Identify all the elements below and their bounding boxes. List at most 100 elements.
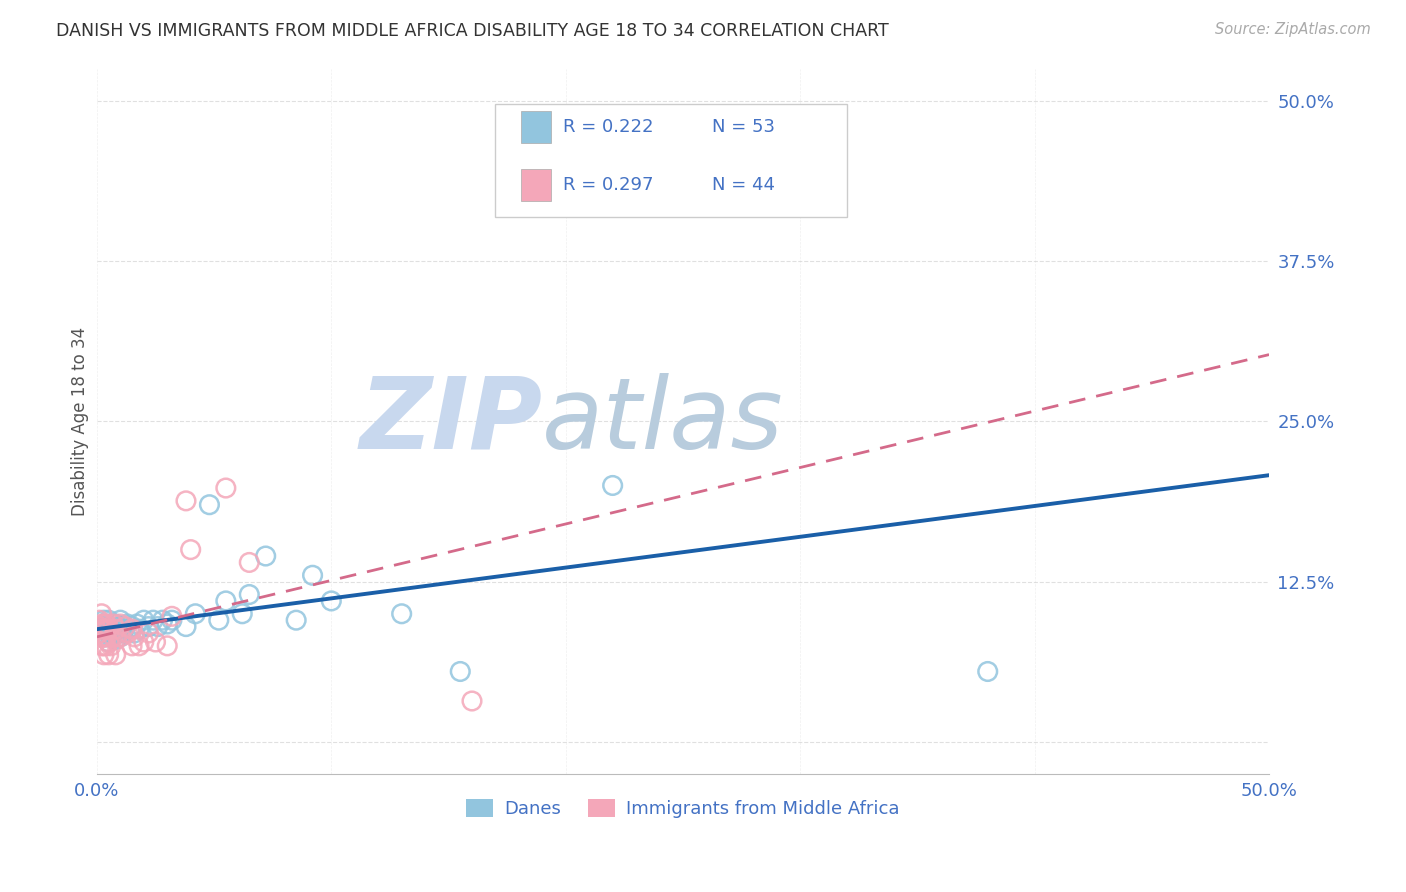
Text: atlas: atlas bbox=[543, 373, 785, 470]
Point bbox=[285, 613, 308, 627]
Point bbox=[100, 619, 122, 633]
Point bbox=[125, 617, 148, 632]
Point bbox=[254, 549, 277, 563]
Point bbox=[90, 617, 112, 632]
Point bbox=[93, 617, 115, 632]
Point bbox=[128, 622, 150, 636]
Point bbox=[104, 617, 127, 632]
Point bbox=[117, 617, 139, 632]
Point bbox=[238, 587, 260, 601]
Point bbox=[124, 630, 146, 644]
Point bbox=[90, 626, 112, 640]
Point bbox=[977, 665, 1000, 679]
Point bbox=[208, 613, 231, 627]
Point bbox=[93, 619, 115, 633]
Point bbox=[90, 607, 112, 621]
Point bbox=[93, 639, 115, 653]
Point bbox=[100, 639, 122, 653]
Point bbox=[146, 619, 169, 633]
Text: N = 53: N = 53 bbox=[713, 118, 775, 136]
Point bbox=[215, 594, 238, 608]
Point bbox=[114, 619, 136, 633]
Point bbox=[138, 626, 160, 640]
Point bbox=[96, 617, 118, 632]
Point bbox=[90, 639, 112, 653]
Point bbox=[449, 665, 471, 679]
Point bbox=[96, 622, 118, 636]
Point bbox=[124, 626, 146, 640]
Text: R = 0.222: R = 0.222 bbox=[564, 118, 654, 136]
Point bbox=[215, 481, 238, 495]
Point bbox=[121, 639, 143, 653]
Point bbox=[142, 613, 165, 627]
Point bbox=[96, 630, 118, 644]
Point bbox=[180, 542, 202, 557]
Point bbox=[93, 613, 115, 627]
Point bbox=[174, 494, 197, 508]
Legend: Danes, Immigrants from Middle Africa: Danes, Immigrants from Middle Africa bbox=[460, 791, 907, 825]
Bar bbox=[522, 169, 551, 202]
Point bbox=[97, 622, 120, 636]
Point bbox=[160, 609, 183, 624]
Point bbox=[145, 635, 167, 649]
Point bbox=[97, 613, 120, 627]
Point bbox=[156, 617, 179, 632]
Text: N = 44: N = 44 bbox=[713, 177, 775, 194]
Point bbox=[121, 619, 143, 633]
Y-axis label: Disability Age 18 to 34: Disability Age 18 to 34 bbox=[72, 326, 89, 516]
Point bbox=[104, 622, 127, 636]
Point bbox=[107, 619, 129, 633]
Point bbox=[103, 630, 125, 644]
Point bbox=[121, 622, 143, 636]
Point bbox=[174, 619, 197, 633]
Point bbox=[238, 556, 260, 570]
Point bbox=[160, 613, 183, 627]
Point bbox=[97, 635, 120, 649]
Point bbox=[100, 622, 122, 636]
Point bbox=[103, 617, 125, 632]
Point bbox=[104, 648, 127, 662]
Point bbox=[301, 568, 323, 582]
Point bbox=[184, 607, 207, 621]
FancyBboxPatch shape bbox=[495, 103, 846, 217]
Point bbox=[96, 622, 118, 636]
Point bbox=[89, 619, 111, 633]
Point bbox=[391, 607, 413, 621]
Point bbox=[96, 630, 118, 644]
Point bbox=[117, 626, 139, 640]
Point bbox=[97, 626, 120, 640]
Point bbox=[97, 648, 120, 662]
Point bbox=[93, 622, 115, 636]
Point bbox=[89, 613, 111, 627]
Point bbox=[97, 619, 120, 633]
Point bbox=[93, 630, 115, 644]
Point bbox=[138, 619, 160, 633]
Point bbox=[132, 613, 155, 627]
Text: Source: ZipAtlas.com: Source: ZipAtlas.com bbox=[1215, 22, 1371, 37]
Point bbox=[461, 694, 484, 708]
Point bbox=[103, 626, 125, 640]
Text: DANISH VS IMMIGRANTS FROM MIDDLE AFRICA DISABILITY AGE 18 TO 34 CORRELATION CHAR: DANISH VS IMMIGRANTS FROM MIDDLE AFRICA … bbox=[56, 22, 889, 40]
Point bbox=[110, 630, 132, 644]
Point bbox=[132, 635, 155, 649]
Point bbox=[321, 594, 343, 608]
Text: R = 0.297: R = 0.297 bbox=[564, 177, 654, 194]
Point bbox=[104, 632, 127, 647]
Point bbox=[89, 626, 111, 640]
Point bbox=[110, 622, 132, 636]
Point bbox=[103, 617, 125, 632]
Point bbox=[97, 635, 120, 649]
Bar bbox=[522, 111, 551, 143]
Point bbox=[96, 639, 118, 653]
Point bbox=[128, 639, 150, 653]
Point bbox=[152, 613, 174, 627]
Point bbox=[110, 630, 132, 644]
Point bbox=[118, 622, 141, 636]
Point bbox=[100, 630, 122, 644]
Point bbox=[231, 607, 253, 621]
Point bbox=[93, 648, 115, 662]
Point bbox=[90, 622, 112, 636]
Point bbox=[110, 613, 132, 627]
Point bbox=[96, 617, 118, 632]
Text: ZIP: ZIP bbox=[360, 373, 543, 470]
